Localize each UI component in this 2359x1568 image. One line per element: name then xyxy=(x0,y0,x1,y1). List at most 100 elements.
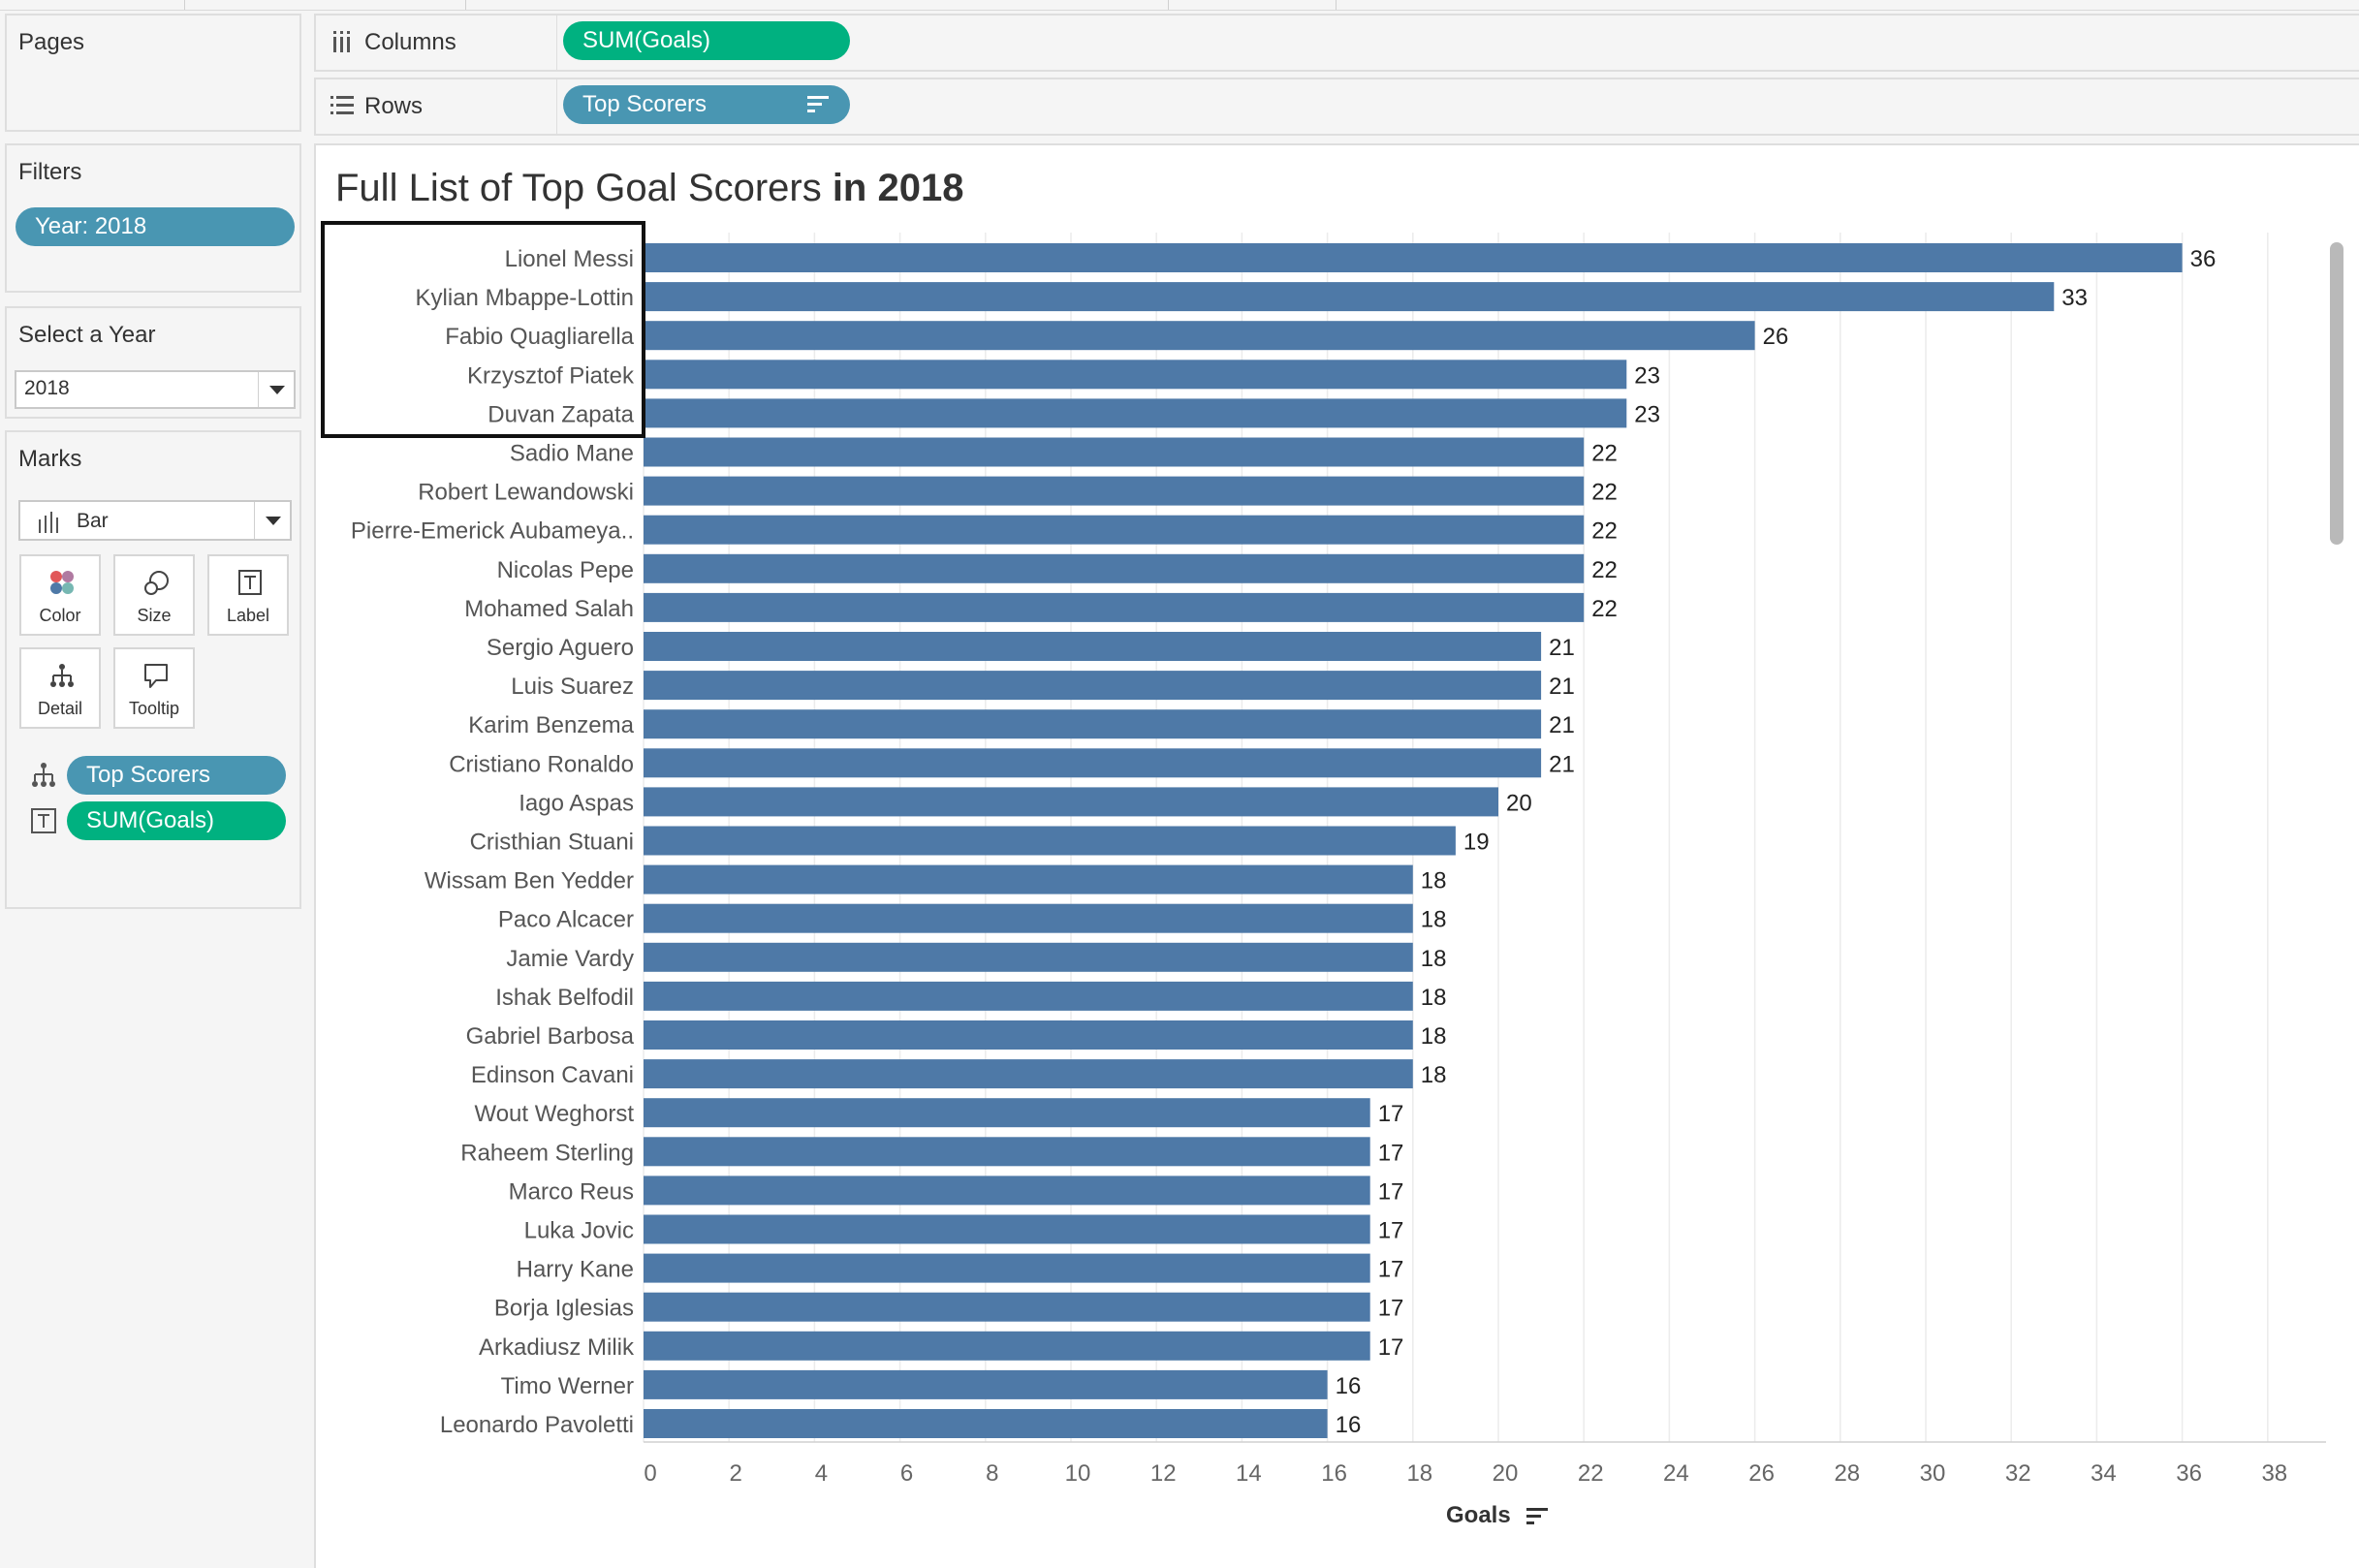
value-label: 19 xyxy=(1463,830,1490,856)
chevron-down-icon[interactable] xyxy=(254,502,290,539)
marks-card: Marks Bar Color Size Label xyxy=(5,430,301,909)
x-tick-label: 16 xyxy=(1321,1460,1347,1487)
bar[interactable] xyxy=(644,671,1542,701)
tooltip-button[interactable]: Tooltip xyxy=(113,647,195,729)
viz-title-bold: in 2018 xyxy=(832,167,964,209)
color-button[interactable]: Color xyxy=(19,554,101,636)
label-field-pill[interactable]: SUM(Goals) xyxy=(67,801,286,840)
bar[interactable] xyxy=(644,1214,1370,1244)
vertical-scrollbar[interactable] xyxy=(2330,242,2343,545)
x-tick-label: 24 xyxy=(1663,1460,1689,1487)
selection-highlight-box xyxy=(321,221,645,438)
bar[interactable] xyxy=(644,1331,1370,1361)
bar[interactable] xyxy=(644,864,1413,894)
bar[interactable] xyxy=(644,632,1542,661)
value-label: 26 xyxy=(1763,324,1789,350)
bar[interactable] xyxy=(644,1098,1370,1128)
bar[interactable] xyxy=(644,1020,1413,1050)
bar[interactable] xyxy=(644,1292,1370,1322)
bar[interactable] xyxy=(644,553,1585,583)
bar[interactable] xyxy=(644,709,1542,739)
bar[interactable] xyxy=(644,243,2183,272)
year-dropdown[interactable]: 2018 xyxy=(15,370,296,409)
top-strip xyxy=(0,0,2359,11)
x-tick-label: 34 xyxy=(2091,1460,2117,1487)
category-label: Leonardo Pavoletti xyxy=(440,1412,634,1438)
bar[interactable] xyxy=(644,1369,1328,1399)
bar[interactable] xyxy=(644,1253,1370,1283)
x-tick-label: 10 xyxy=(1065,1460,1091,1487)
bar[interactable] xyxy=(644,515,1585,545)
category-label: Harry Kane xyxy=(517,1257,634,1283)
size-button[interactable]: Size xyxy=(113,554,195,636)
bar[interactable] xyxy=(644,437,1585,467)
bar[interactable] xyxy=(644,321,1755,351)
category-label: Borja Iglesias xyxy=(494,1296,634,1322)
value-label: 18 xyxy=(1421,1062,1447,1088)
category-label: Krzysztof Piatek xyxy=(467,362,635,389)
bar[interactable] xyxy=(644,981,1413,1011)
bar[interactable] xyxy=(644,1409,1328,1438)
size-icon xyxy=(144,571,169,595)
bar[interactable] xyxy=(644,476,1585,506)
value-label: 18 xyxy=(1421,868,1447,894)
x-tick-label: 20 xyxy=(1493,1460,1519,1487)
x-tick-label: 2 xyxy=(730,1460,742,1487)
columns-icon xyxy=(333,31,350,52)
pages-title: Pages xyxy=(18,29,85,55)
bar[interactable] xyxy=(644,1137,1370,1167)
detail-field-pill[interactable]: Top Scorers xyxy=(67,756,286,795)
category-label: Timo Werner xyxy=(501,1373,634,1399)
value-label: 22 xyxy=(1591,480,1618,506)
category-label: Kylian Mbappe-Lottin xyxy=(416,285,634,311)
x-tick-label: 4 xyxy=(815,1460,828,1487)
mark-type-value: Bar xyxy=(77,510,109,532)
bar[interactable] xyxy=(644,942,1413,972)
label-button[interactable]: Label xyxy=(207,554,289,636)
pages-card[interactable]: Pages xyxy=(5,14,301,132)
category-label: Sadio Mane xyxy=(510,441,634,467)
mark-type-dropdown[interactable]: Bar xyxy=(18,500,292,541)
bar[interactable] xyxy=(644,282,2055,312)
sort-icon[interactable] xyxy=(1526,1507,1549,1525)
sort-icon[interactable] xyxy=(807,96,829,113)
rows-shelf[interactable]: Rows Top Scorers xyxy=(314,78,2359,136)
chevron-down-icon[interactable] xyxy=(258,372,294,407)
category-label: Luka Jovic xyxy=(524,1218,634,1244)
columns-shelf[interactable]: Columns SUM(Goals) xyxy=(314,14,2359,72)
bar[interactable] xyxy=(644,787,1498,817)
bar[interactable] xyxy=(644,1059,1413,1089)
value-label: 18 xyxy=(1421,1023,1447,1050)
detail-label: Detail xyxy=(37,699,83,718)
label-label: Label xyxy=(226,606,270,625)
value-label: 17 xyxy=(1378,1101,1404,1127)
category-label: Mohamed Salah xyxy=(464,596,634,622)
value-label: 17 xyxy=(1378,1296,1404,1322)
label-icon xyxy=(238,570,262,595)
value-label: 17 xyxy=(1378,1257,1404,1283)
category-label: Iago Aspas xyxy=(519,790,634,816)
bar[interactable] xyxy=(644,398,1627,428)
detail-button[interactable]: Detail xyxy=(19,647,101,729)
bar[interactable] xyxy=(644,903,1413,933)
bar[interactable] xyxy=(644,1176,1370,1206)
bar[interactable] xyxy=(644,748,1542,778)
category-label: Pierre-Emerick Aubameya.. xyxy=(351,518,634,545)
value-label: 36 xyxy=(2190,246,2217,272)
rows-pill[interactable]: Top Scorers xyxy=(563,85,850,124)
x-axis-title[interactable]: Goals xyxy=(1446,1502,1549,1529)
bar[interactable] xyxy=(644,360,1627,390)
filter-pill-year[interactable]: Year: 2018 xyxy=(16,207,295,246)
category-label: Nicolas Pepe xyxy=(497,557,634,583)
color-icon xyxy=(50,571,74,594)
bar[interactable] xyxy=(644,592,1585,622)
bar[interactable] xyxy=(644,826,1456,856)
filters-card[interactable]: Filters Year: 2018 xyxy=(5,143,301,293)
color-label: Color xyxy=(39,606,81,625)
value-label: 23 xyxy=(1634,362,1660,389)
category-label: Raheem Sterling xyxy=(460,1140,634,1166)
category-label: Cristhian Stuani xyxy=(470,830,634,856)
x-tick-label: 8 xyxy=(986,1460,998,1487)
category-label: Cristiano Ronaldo xyxy=(449,751,634,777)
columns-pill[interactable]: SUM(Goals) xyxy=(563,21,850,60)
